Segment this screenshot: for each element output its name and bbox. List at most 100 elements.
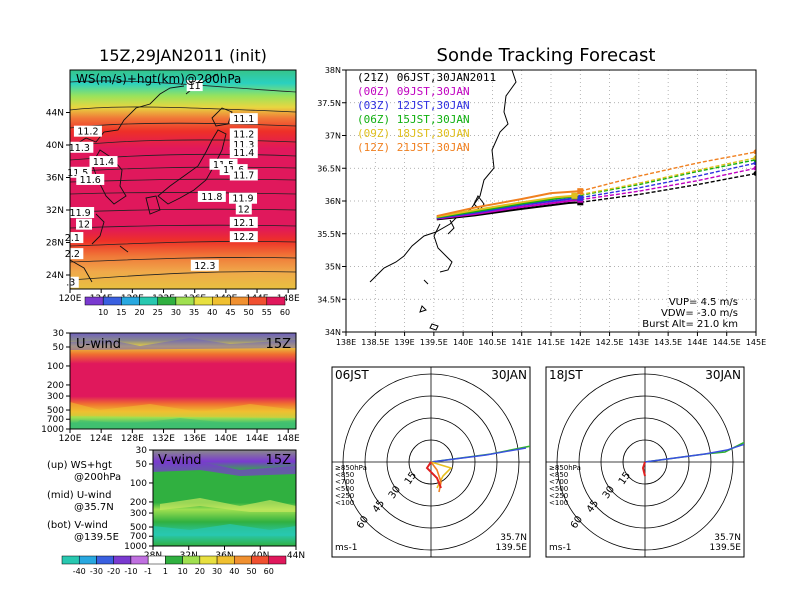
v-wind-y-tick-label: 700 [130,532,147,542]
v-colorbar-swatch [199,555,218,565]
ws-contour-label-bg [89,156,118,168]
ws-contour-label: 11.2 [77,127,98,138]
ws-frame [69,69,297,290]
polar-legend-entry: ≥850hPa [549,464,581,472]
v-wind-y-tick-label: 1000 [124,542,147,552]
ws-colorbar-label: 25 [153,308,163,317]
ws-contour-labels: 1111.111.211.211.311.311.411.411.511.511… [61,80,258,289]
v-colorbar-swatch [251,555,270,565]
ws-contour-label-bg [190,259,219,271]
v-colorbar-swatch [130,555,149,565]
v-colorbar-swatch [147,555,166,565]
sonde-legend: (21Z) 06JST,30JAN2011(00Z) 09JST,30JAN(0… [357,71,496,154]
sonde-y-tick-label: 35N [325,263,341,272]
sonde-series-endpoint [753,165,756,171]
sonde-x-tick-label: 143E [629,338,649,347]
sonde-y-tick-label: 38N [325,66,341,75]
ws-contour-label-bg [76,218,93,230]
ws-contour-label: 12 [78,220,90,231]
v-wind-x-tick-label: 44N [287,551,305,561]
sonde-x-tick-label: 144.5E [713,338,741,347]
ws-contour-label-bg [229,231,258,243]
sonde-x-tick-label: 142E [570,338,590,347]
sonde-series-line [436,194,575,218]
panel-legend: (up) WS+hgt@200hPa (mid) U-wind@35.7N (bot… [47,460,121,543]
ws-colorbar-label: 15 [116,308,126,317]
ws-contour-label-bg [235,203,252,215]
ws-contour-label-bg [197,190,226,202]
sonde-x-tick-label: 141.5E [537,338,565,347]
panel-legend-sub: @35.7N [74,502,114,513]
polar-legend-entry: <850 [549,471,568,479]
polar-legend-entry: <500 [335,485,354,493]
sonde-y-ticks: 34N 34.5N 35N 35.5N 36N 36.5N 37N 37.5N 38N [317,66,346,337]
ws-colorbar-swatch [84,296,104,306]
ws-colorbar-label: 20 [134,308,144,317]
sonde-series [436,149,756,221]
sonde-title: Sonde Tracking Forecast [437,45,656,66]
u-wind-time: 15Z [266,337,292,352]
sonde-y-tick-label: 36N [325,197,341,206]
u-wind-y-tick-label: 1000 [41,425,64,435]
ws-colorbar-swatch [157,296,177,306]
ws-x-tick-label: 120E [59,294,82,304]
u-wind-texture [70,338,296,429]
sonde-y-tick-label: 34.5N [317,295,341,304]
v-colorbar-swatch [78,555,97,565]
ws-colorbar-label: 55 [262,308,272,317]
ws-colorbar-swatch [230,296,249,306]
sonde-info-line: Burst Alt= 21.0 km [642,319,738,330]
ws-colorbar-label: 35 [189,308,199,317]
v-colorbar-swatch [182,555,201,565]
ws-contour-label: 11.5 [67,168,88,179]
ws-colorbar-label: 45 [225,308,235,317]
v-wind-y-tick-label: 50 [136,460,148,470]
v-colorbar-swatch [268,555,287,565]
ws-contour-label-bg [65,141,94,153]
ws-colorbar: 10 15 20 25 30 35 40 45 50 55 60 [84,296,290,317]
polar-time: 18JST [549,368,583,382]
polar-legend-entry: <700 [549,478,568,486]
sonde-legend-entry: (09Z) 18JST,30JAN [357,127,470,140]
sonde-x-tick-label: 140.5E [478,338,506,347]
polar-unit: ms-1 [335,543,357,553]
polar-hodograph [641,461,646,477]
polar-date: 30JAN [705,368,741,382]
polar-unit: ms-1 [549,543,571,553]
ws-y-tick-label: 28N [46,239,64,249]
ws-colorbar-swatch [175,296,195,306]
ws-contour-label-bg [186,80,203,92]
polar-legend-entry: <700 [335,478,354,486]
v-colorbar-label: 60 [264,567,274,576]
ws-x-tick-label: 148E [277,294,300,304]
sonde-legend-entry: (21Z) 06JST,30JAN2011 [357,71,496,84]
sonde-y-tick-label: 37N [325,132,341,141]
ws-contour-label: 11.7 [233,170,254,181]
u-wind-y-tick-label: 200 [47,381,64,391]
u-wind-y-tick-label: 700 [47,415,64,425]
ws-contour-label-bg [229,113,258,125]
ws-y-tick-label: 44N [46,109,64,119]
sonde-y-tick-label: 34N [325,328,341,337]
ws-y-tick-label: 32N [46,206,64,216]
v-wind-y-tick-label: 500 [130,523,147,533]
panel-legend-sub: @139.5E [74,532,119,543]
u-wind-x-tick-label: 132E [152,434,175,444]
sonde-x-tick-label: 139.5E [420,338,448,347]
v-colorbar-swatch [216,555,235,565]
sonde-y-tick-label: 37.5N [317,99,341,108]
polar-hodograph [425,461,442,489]
u-wind-label: U-wind [76,337,121,352]
polar-hodograph [644,443,744,463]
sonde-series-line [436,201,581,221]
ws-contour-label-bg [229,147,258,159]
ws-colorbar-label: 50 [244,308,254,317]
u-wind-x-tick-label: 144E [246,434,269,444]
ws-y-tick-label: 36N [46,174,64,184]
v-colorbar-swatch [165,555,183,565]
ws-colorbar-swatch [139,296,158,306]
ws-contour-label-bg [229,128,258,140]
